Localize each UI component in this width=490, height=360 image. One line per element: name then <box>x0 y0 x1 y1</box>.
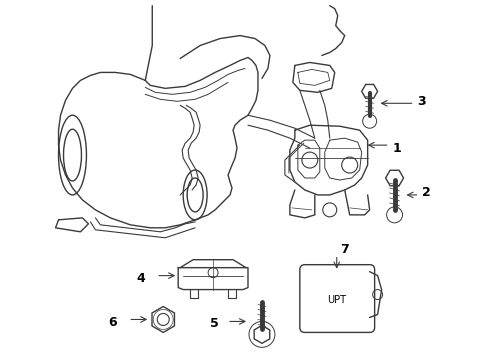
Text: 3: 3 <box>417 95 426 108</box>
Text: 6: 6 <box>108 316 117 329</box>
Text: 5: 5 <box>210 317 219 330</box>
Text: 4: 4 <box>136 272 145 285</box>
Text: 2: 2 <box>422 186 431 199</box>
Text: 1: 1 <box>392 141 401 155</box>
Text: UPT: UPT <box>327 294 346 305</box>
Text: 7: 7 <box>340 243 348 256</box>
